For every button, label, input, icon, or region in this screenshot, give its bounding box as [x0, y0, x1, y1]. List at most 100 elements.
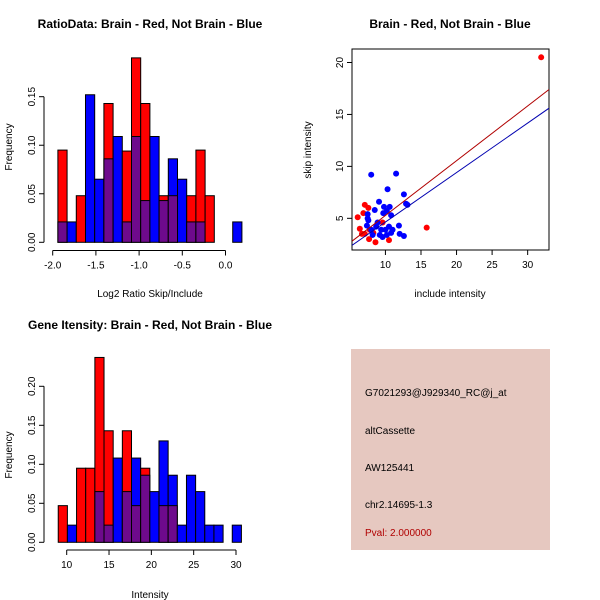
gene-y-tick-label: 0.15	[27, 415, 38, 435]
gene-bar-overlap	[131, 505, 142, 543]
ratio-x-tick-label: 0.0	[219, 261, 233, 272]
gene-bar-not-brain	[149, 491, 160, 543]
scatter-y-tick-label: 15	[335, 108, 346, 120]
scatter-ylabel: skip intensity	[303, 121, 314, 178]
ratio-bar-overlap	[121, 221, 132, 243]
gene-bar-not-brain	[213, 524, 224, 543]
ratio-histogram: RatioData: Brain - Red, Not Brain - Blue…	[4, 17, 263, 300]
gene-bar-not-brain	[231, 524, 242, 543]
scatter-x-tick-label: 25	[487, 260, 499, 271]
scatter-x-tick-label: 30	[522, 260, 534, 271]
gene-y-tick-label: 0.10	[27, 454, 38, 474]
ratio-bar-not-brain	[232, 221, 243, 243]
genomic-location: chr2.14695-1.3	[365, 500, 433, 511]
ratio-y-tick-label: 0.00	[27, 232, 38, 252]
ratio-bar-not-brain	[84, 94, 96, 243]
scatter-x-tick-label: 15	[415, 260, 427, 271]
scatter-point-blue	[379, 234, 386, 241]
scatter-point-blue	[389, 226, 396, 233]
scatter-point-red	[356, 225, 363, 232]
ratio-bar-brain	[204, 195, 215, 243]
scatter-point-blue	[378, 226, 385, 233]
ratio-histogram-ylabel: Frequency	[4, 123, 15, 170]
scatter-title: Brain - Red, Not Brain - Blue	[369, 17, 531, 31]
ratio-bar-overlap	[130, 135, 142, 243]
gene-histogram-xlabel: Intensity	[131, 590, 168, 600]
scatter-point-blue	[374, 219, 381, 226]
scatter-point-red	[538, 54, 545, 61]
accession: AW125441	[365, 463, 415, 474]
gene-histogram-title: Gene Itensity: Brain - Red, Not Brain - …	[28, 318, 272, 332]
ratio-x-tick-label: -1.5	[87, 261, 105, 272]
pval-text: Pval: 2.000000	[365, 528, 432, 539]
scatter-point-blue	[404, 201, 411, 208]
scatter-point-blue	[393, 170, 400, 177]
scatter-point-blue	[364, 211, 371, 218]
ratio-bar-not-brain	[112, 135, 123, 243]
gene-histogram-ylabel: Frequency	[4, 431, 15, 478]
intensity-scatter: Brain - Red, Not Brain - Blue include in…	[303, 17, 550, 300]
gene-bar-overlap	[167, 505, 178, 543]
ratio-bar-overlap	[57, 221, 68, 243]
scatter-point-red	[385, 237, 392, 244]
scatter-point-blue	[384, 186, 391, 193]
gene-bar-not-brain	[112, 457, 123, 543]
ratio-bar-overlap	[195, 221, 206, 243]
gene-bar-overlap	[158, 505, 169, 543]
gene-y-tick-label: 0.20	[27, 376, 38, 396]
event-type: altCassette	[365, 426, 415, 437]
gene-bar-brain	[57, 505, 68, 543]
ratio-x-tick-label: -0.5	[174, 261, 192, 272]
scatter-point-blue	[363, 222, 370, 229]
scatter-point-blue	[376, 198, 383, 205]
scatter-x-tick-label: 20	[451, 260, 463, 271]
scatter-point-blue	[400, 232, 407, 239]
gene-bar-brain	[76, 467, 87, 543]
gene-x-tick-label: 10	[61, 560, 73, 571]
scatter-point-blue	[369, 231, 376, 238]
scatter-y-tick-label: 10	[335, 160, 346, 172]
fit-line-blue	[352, 107, 549, 246]
scatter-point-blue	[371, 207, 378, 214]
ratio-bar-not-brain	[177, 178, 188, 243]
gene-y-tick-label: 0.00	[27, 532, 38, 552]
ratio-bar-overlap	[167, 195, 179, 243]
ratio-y-tick-label: 0.15	[27, 87, 38, 107]
ratio-bar-brain	[75, 195, 86, 243]
gene-bar-overlap	[94, 491, 105, 543]
ratio-bar-overlap	[103, 158, 114, 243]
scatter-y-tick-label: 20	[335, 57, 346, 69]
ratio-y-tick-label: 0.05	[27, 184, 38, 204]
ratio-bar-not-brain	[149, 135, 160, 243]
gene-intensity-histogram: Gene Itensity: Brain - Red, Not Brain - …	[4, 318, 272, 600]
gene-bar-overlap	[140, 474, 151, 543]
fit-line-red	[352, 89, 549, 242]
scatter-point-blue	[380, 210, 387, 217]
scatter-point-red	[354, 214, 361, 221]
gene-bar-overlap	[103, 524, 114, 543]
scatter-point-red	[372, 239, 379, 246]
gene-bar-not-brain	[185, 474, 197, 543]
scatter-point-red	[366, 236, 373, 243]
ratio-histogram-title: RatioData: Brain - Red, Not Brain - Blue	[38, 17, 263, 31]
gene-bar-not-brain	[204, 524, 215, 543]
scatter-point-blue	[365, 217, 372, 224]
gene-bar-not-brain	[176, 524, 187, 543]
scatter-point-red	[379, 219, 386, 226]
ratio-bar-overlap	[158, 200, 169, 243]
ratio-x-tick-label: -1.0	[130, 261, 148, 272]
gene-x-tick-label: 20	[146, 560, 158, 571]
scatter-point-red	[365, 204, 372, 211]
ratio-bar-not-brain	[94, 178, 105, 243]
ratio-bar-overlap	[140, 200, 151, 243]
info-panel: G7021293@J929340_RC@j_at altCassette AW1…	[351, 349, 550, 550]
scatter-y-tick-label: 5	[335, 215, 346, 221]
gene-x-tick-label: 25	[188, 560, 200, 571]
scatter-point-blue	[395, 222, 402, 229]
gene-bar-brain	[85, 467, 96, 543]
scatter-point-blue	[400, 191, 407, 198]
scatter-x-tick-label: 10	[380, 260, 392, 271]
gene-x-tick-label: 15	[103, 560, 115, 571]
gene-bar-not-brain	[66, 524, 78, 543]
